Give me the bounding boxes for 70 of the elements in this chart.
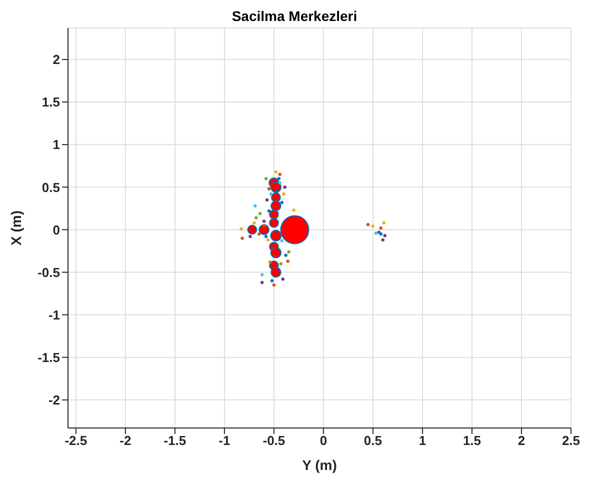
point (258, 212, 262, 216)
point (280, 239, 284, 242)
point (374, 232, 378, 235)
point (269, 192, 273, 196)
x-tick-label: 0 (320, 433, 328, 448)
point (274, 170, 278, 174)
x-tick-label: 1 (418, 433, 426, 448)
point (282, 192, 286, 196)
point (292, 208, 296, 212)
point (283, 186, 286, 189)
x-tick-label: -2.5 (64, 433, 88, 448)
y-tick-label: 0.5 (42, 180, 60, 195)
point (278, 172, 282, 176)
x-tick-label: 1.5 (462, 433, 482, 448)
point (267, 209, 271, 213)
point (379, 232, 382, 236)
point (254, 216, 258, 220)
y-tick-label: 0 (52, 222, 60, 238)
y-tick-label: 2 (52, 52, 60, 68)
x-tick-label: -1 (218, 433, 230, 448)
point (266, 238, 270, 242)
point (377, 230, 381, 234)
point (277, 177, 281, 180)
y-tick-label: 1 (52, 137, 60, 152)
x-tick-label: -2 (120, 433, 132, 448)
point (277, 268, 281, 272)
point (382, 221, 386, 224)
point (366, 222, 370, 226)
point (254, 204, 257, 208)
point (264, 234, 268, 238)
point (260, 280, 264, 284)
point (379, 226, 382, 230)
point (371, 224, 375, 228)
point (278, 181, 282, 184)
point (381, 238, 384, 242)
x-tick-label: 2.5 (562, 433, 580, 448)
y-tick-label: -0.5 (38, 264, 60, 280)
y-tick-label: -1.5 (38, 350, 60, 365)
point (286, 260, 290, 263)
point (280, 200, 284, 204)
point (260, 273, 264, 276)
point (284, 254, 288, 257)
x-tick-label: -1.5 (164, 433, 186, 448)
point (264, 177, 268, 180)
point (279, 262, 282, 266)
x-tick-label: 2 (518, 433, 526, 448)
point (262, 224, 266, 228)
point (275, 190, 279, 194)
point (240, 236, 244, 240)
point (248, 234, 252, 238)
x-tick-label: -0.5 (262, 433, 286, 448)
point (240, 227, 243, 230)
y-tick-label: 1.5 (42, 94, 60, 110)
point (270, 279, 274, 282)
point (265, 198, 269, 202)
point (383, 234, 386, 238)
point (268, 260, 272, 264)
y-tick-label: -1 (48, 307, 60, 322)
x-tick-label: 0.5 (364, 433, 382, 448)
x-axis-title: Y (m) (302, 456, 337, 473)
point (262, 220, 266, 223)
y-tick-label: -2 (48, 392, 60, 408)
y-axis-title: X (m) (8, 210, 24, 246)
point (272, 283, 276, 287)
point (267, 187, 271, 190)
point (281, 277, 284, 281)
point (258, 232, 261, 236)
point (252, 221, 256, 224)
point (287, 250, 290, 254)
chart-title: Sacilma Merkezleri (230, 8, 358, 24)
